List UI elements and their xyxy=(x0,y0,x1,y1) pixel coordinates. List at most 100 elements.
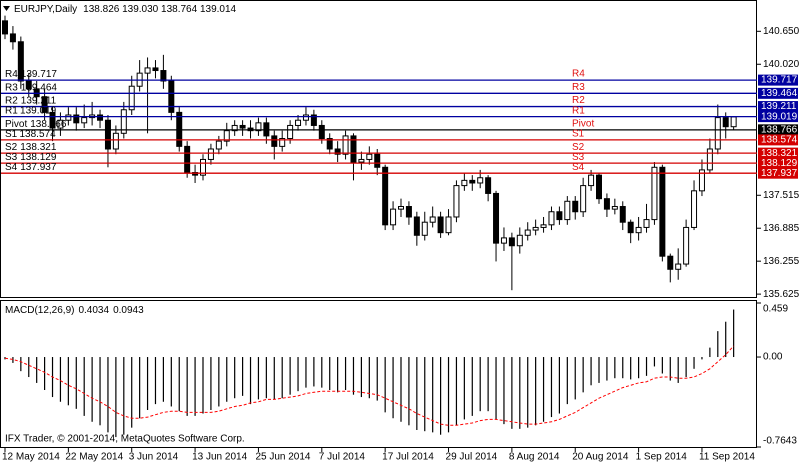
level-price-box xyxy=(758,101,798,113)
level-price-box xyxy=(758,134,798,146)
level-name: R1 xyxy=(5,105,18,116)
candle-body xyxy=(73,114,80,124)
level-price-box xyxy=(758,167,798,179)
level-price-label: 139.717 xyxy=(761,75,798,86)
y-tick-label: -0.7643 xyxy=(763,436,797,447)
candle-body xyxy=(588,174,595,187)
x-tick-label: 25 Jun 2014 xyxy=(255,452,310,463)
candle-body xyxy=(231,124,238,132)
x-tick-label: 1 Sep 2014 xyxy=(636,452,688,463)
candle-body xyxy=(398,206,404,210)
candle-body xyxy=(405,206,412,218)
level-value: 139.211 xyxy=(21,95,57,106)
candle-body xyxy=(295,119,302,126)
candle-body xyxy=(714,117,721,150)
candle-body xyxy=(160,70,167,82)
level-price-label: 139.211 xyxy=(761,101,797,112)
candle-body xyxy=(667,255,674,270)
level-value: 139.464 xyxy=(21,82,58,93)
candle-body xyxy=(445,216,452,234)
candle-body xyxy=(556,211,563,221)
candle-body xyxy=(429,216,436,223)
candle-body xyxy=(421,221,428,236)
level-name: R4 xyxy=(5,69,18,80)
candle-body xyxy=(675,263,682,270)
candle-body xyxy=(651,166,658,221)
level-left-label: S1 138.574 xyxy=(5,129,56,140)
candle-body xyxy=(611,206,618,210)
level-price-box xyxy=(758,147,798,159)
candle-body xyxy=(366,153,373,160)
level-left-label: S4 137.937 xyxy=(5,162,57,173)
candle-body xyxy=(144,67,151,74)
level-name: S2 xyxy=(5,142,18,153)
y-tick-label: 136.885 xyxy=(763,223,799,234)
x-tick-label: 3 Jun 2014 xyxy=(129,452,179,463)
candle-body xyxy=(239,124,246,129)
level-name: S1 xyxy=(5,129,18,140)
candle-body xyxy=(532,226,539,231)
main-panel xyxy=(0,0,757,298)
x-tick-label: 29 Jul 2014 xyxy=(446,452,498,463)
level-mid-label: S3 xyxy=(572,152,585,163)
x-tick-label: 12 May 2014 xyxy=(2,452,60,463)
x-tick-label: 8 Aug 2014 xyxy=(509,452,560,463)
level-name: S4 xyxy=(5,162,18,173)
x-tick-label: 11 Sep 2014 xyxy=(699,452,755,463)
level-value: 138.766 xyxy=(30,118,67,129)
candle-body xyxy=(540,224,547,228)
level-name: R2 xyxy=(5,95,18,106)
level-mid-label: Pivot xyxy=(572,118,594,129)
level-mid-label: R3 xyxy=(572,82,585,93)
candle-body xyxy=(437,216,444,234)
macd-header: MACD(12,26,9) 0.4034 0.0943 xyxy=(5,305,144,316)
candle-body xyxy=(168,80,175,113)
candle-body xyxy=(516,234,523,247)
candle-body xyxy=(524,229,531,236)
level-price-box xyxy=(758,157,798,169)
candle-body xyxy=(9,33,16,43)
level-left-label: Pivot 138.766 xyxy=(5,118,67,129)
candle-body xyxy=(603,198,610,210)
macd-panel xyxy=(0,300,757,448)
candle-body xyxy=(619,206,626,223)
level-name: R3 xyxy=(5,82,18,93)
level-value: 137.937 xyxy=(20,162,57,173)
candle-body xyxy=(722,117,729,128)
symbol-title: EURJPY,Daily xyxy=(14,4,77,15)
candle-body xyxy=(374,153,381,168)
level-name: Pivot xyxy=(5,118,27,129)
level-value: 138.574 xyxy=(20,129,57,140)
candle-body xyxy=(326,138,333,150)
candle-body xyxy=(120,109,127,134)
y-tick-label: 140.020 xyxy=(763,59,799,70)
candle-body xyxy=(580,185,587,213)
candle-body xyxy=(57,119,64,129)
candle-body xyxy=(485,177,492,194)
level-left-label: R4 139.717 xyxy=(5,69,57,80)
level-price-box xyxy=(758,74,798,86)
candle-body xyxy=(635,226,642,234)
level-value: 138.321 xyxy=(20,142,57,153)
menu-triangle[interactable] xyxy=(3,6,10,11)
level-price-label: 137.937 xyxy=(761,168,798,179)
candle-body xyxy=(2,20,8,35)
macd-value: 0.4034 xyxy=(78,305,109,316)
y-tick-label: 0.00 xyxy=(763,352,783,363)
candle-body xyxy=(691,190,698,228)
level-left-label: S2 138.321 xyxy=(5,142,57,153)
candle-body xyxy=(493,192,500,244)
level-mid-label: S4 xyxy=(572,162,585,173)
macd-title: MACD(12,26,9) xyxy=(5,305,74,316)
candle-body xyxy=(287,124,294,140)
quote: 138.826 139.030 138.764 139.014 xyxy=(83,4,236,15)
candle-body xyxy=(184,145,191,174)
level-mid-label: S1 xyxy=(572,129,585,140)
level-price-label: 138.321 xyxy=(761,148,798,159)
x-tick-label: 7 Jul 2014 xyxy=(319,452,366,463)
level-price-box xyxy=(758,87,798,99)
candle-body xyxy=(81,117,88,124)
candle-body xyxy=(200,158,206,176)
level-price-box xyxy=(758,124,798,136)
